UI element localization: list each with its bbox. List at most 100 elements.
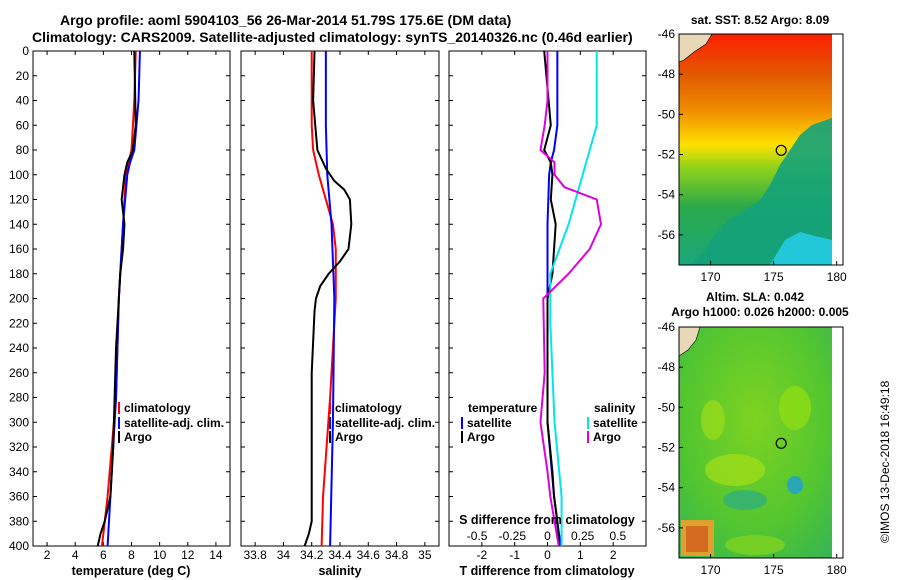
y-tick-label: 400	[9, 539, 29, 553]
sla-high-anomaly	[705, 454, 765, 486]
legend-label-argo: Argo	[335, 430, 363, 444]
lat-tick-label: -48	[658, 67, 676, 81]
x-tick-label: 14	[209, 548, 223, 562]
sla-warm-patch-core	[686, 526, 708, 552]
sst-map-title: sat. SST: 8.52 Argo: 8.09	[691, 13, 830, 27]
y-tick-label: 180	[9, 267, 29, 281]
series-line-argo	[303, 51, 353, 546]
y-tick-label: 60	[16, 118, 30, 132]
y-tick-label: 260	[9, 366, 29, 380]
sst-map-frame	[678, 33, 844, 266]
lon-tick-label: 180	[827, 270, 847, 284]
lon-tick-label: 175	[764, 270, 784, 284]
lat-tick-label: -46	[658, 320, 676, 334]
x2-tick-label: 0.5	[610, 529, 627, 543]
legend-label-s-satellite: satellite	[593, 416, 638, 430]
x2-tick-label: -0.5	[467, 529, 488, 543]
x-tick-label: 34.6	[357, 548, 381, 562]
lat-tick-label: -52	[658, 441, 676, 455]
x2-tick-label: 0	[544, 529, 551, 543]
sst-nodata-strip	[832, 34, 843, 265]
x-tick-label: 33.8	[243, 548, 267, 562]
argo-float-marker	[775, 144, 787, 156]
figure-title-line1: Argo profile: aoml 5904103_56 26-Mar-201…	[60, 12, 511, 28]
t-difference-xlabel: T difference from climatology	[459, 564, 634, 578]
lat-tick-label: -56	[658, 521, 676, 535]
sla-map-title: Altim. SLA: 0.042	[706, 290, 804, 304]
temperature-panel: 0 20 40 60 80 100 120 140 160 180 200 220 240 260 280 3…	[9, 44, 231, 578]
lat-tick-label: -56	[658, 228, 676, 242]
difference-panel: -2 -1 0 1 2 T difference from climatology S …	[448, 50, 647, 578]
temperature-legend: climatology satellite-adj. clim. Argo	[118, 401, 224, 444]
y-tick-label: 280	[9, 391, 29, 405]
sla-nodata-strip	[832, 327, 843, 558]
series-line-satellite-adj-clim-	[324, 51, 336, 546]
y-tick-label: 360	[9, 490, 29, 504]
salinity-plot-frame	[240, 50, 440, 547]
series-line-argo	[96, 51, 137, 546]
x-tick-label: 12	[181, 548, 195, 562]
legend-label-s-argo: Argo	[593, 430, 621, 444]
sla-low-anomaly	[787, 476, 803, 494]
legend-label-argo: Argo	[124, 430, 152, 444]
x-tick-label: 35	[418, 548, 432, 562]
s-difference-label: S difference from climatology	[459, 513, 635, 527]
series-line-s-argo	[539, 51, 603, 546]
legend-label-climatology: climatology	[124, 401, 191, 415]
lon-tick-label: 170	[701, 270, 721, 284]
legend-label-satellite: satellite-adj. clim.	[124, 416, 224, 430]
y-tick-label: 40	[16, 94, 30, 108]
x-tick-label: -1	[509, 548, 520, 562]
sst-cold-water	[690, 118, 832, 265]
y-tick-label: 100	[9, 168, 29, 182]
difference-legend: temperature satellite Argo salinity sate…	[461, 401, 638, 444]
x-tick-label: -2	[476, 548, 487, 562]
timestamp-watermark: ©IMOS 13-Dec-2018 16:49:18	[878, 380, 892, 543]
y-tick-label: 380	[9, 514, 29, 528]
y-tick-label: 320	[9, 440, 29, 454]
x-tick-label: 34.2	[300, 548, 324, 562]
sla-field	[679, 327, 832, 558]
x-tick-label: 10	[153, 548, 167, 562]
sla-map-subtitle: Argo h1000: 0.026 h2000: 0.005	[671, 305, 849, 319]
temperature-xlabel: temperature (deg C)	[72, 564, 191, 578]
lon-tick-label: 175	[764, 563, 784, 577]
lat-tick-label: -52	[658, 148, 676, 162]
sla-low-anomaly	[723, 490, 767, 510]
y-tick-label: 340	[9, 465, 29, 479]
x-tick-label: 0	[544, 548, 551, 562]
lat-tick-label: -54	[658, 188, 676, 202]
x-tick-label: 4	[72, 548, 79, 562]
salinity-legend: climatology satellite-adj. clim. Argo	[329, 401, 435, 444]
lat-tick-label: -50	[658, 107, 676, 121]
salinity-xlabel: salinity	[318, 564, 361, 578]
figure-title-line2: Climatology: CARS2009. Satellite-adjuste…	[32, 29, 633, 45]
y-tick-label: 140	[9, 217, 29, 231]
x2-tick-label: -0.25	[499, 529, 527, 543]
sla-map-frame	[678, 326, 844, 559]
y-tick-label: 240	[9, 341, 29, 355]
lon-tick-label: 180	[827, 563, 847, 577]
argo-float-marker	[775, 437, 787, 449]
y-tick-label: 300	[9, 415, 29, 429]
legend-title-salinity: salinity	[594, 401, 636, 415]
sst-map-panel: sat. SST: 8.52 Argo: 8.09 -46 -48 -50 -52 -5…	[658, 13, 847, 284]
sla-high-anomaly	[701, 400, 725, 440]
lon-tick-label: 170	[701, 563, 721, 577]
legend-label-climatology: climatology	[335, 401, 402, 415]
sla-high-anomaly	[725, 535, 785, 555]
series-line-climatology	[310, 51, 337, 546]
x-tick-label: 34.4	[328, 548, 352, 562]
lat-tick-label: -50	[658, 400, 676, 414]
y-tick-label: 220	[9, 316, 29, 330]
x-tick-label: 2	[610, 548, 617, 562]
y-tick-label: 20	[16, 69, 30, 83]
x-tick-label: 1	[577, 548, 584, 562]
y-tick-label: 200	[9, 292, 29, 306]
y-tick-label: 160	[9, 242, 29, 256]
salinity-panel: 33.8 34 34.2 34.4 34.6 34.8 35 salinity climat…	[240, 50, 440, 578]
legend-label-t-argo: Argo	[467, 430, 495, 444]
x-tick-label: 8	[128, 548, 135, 562]
temperature-plot-frame	[32, 50, 231, 547]
